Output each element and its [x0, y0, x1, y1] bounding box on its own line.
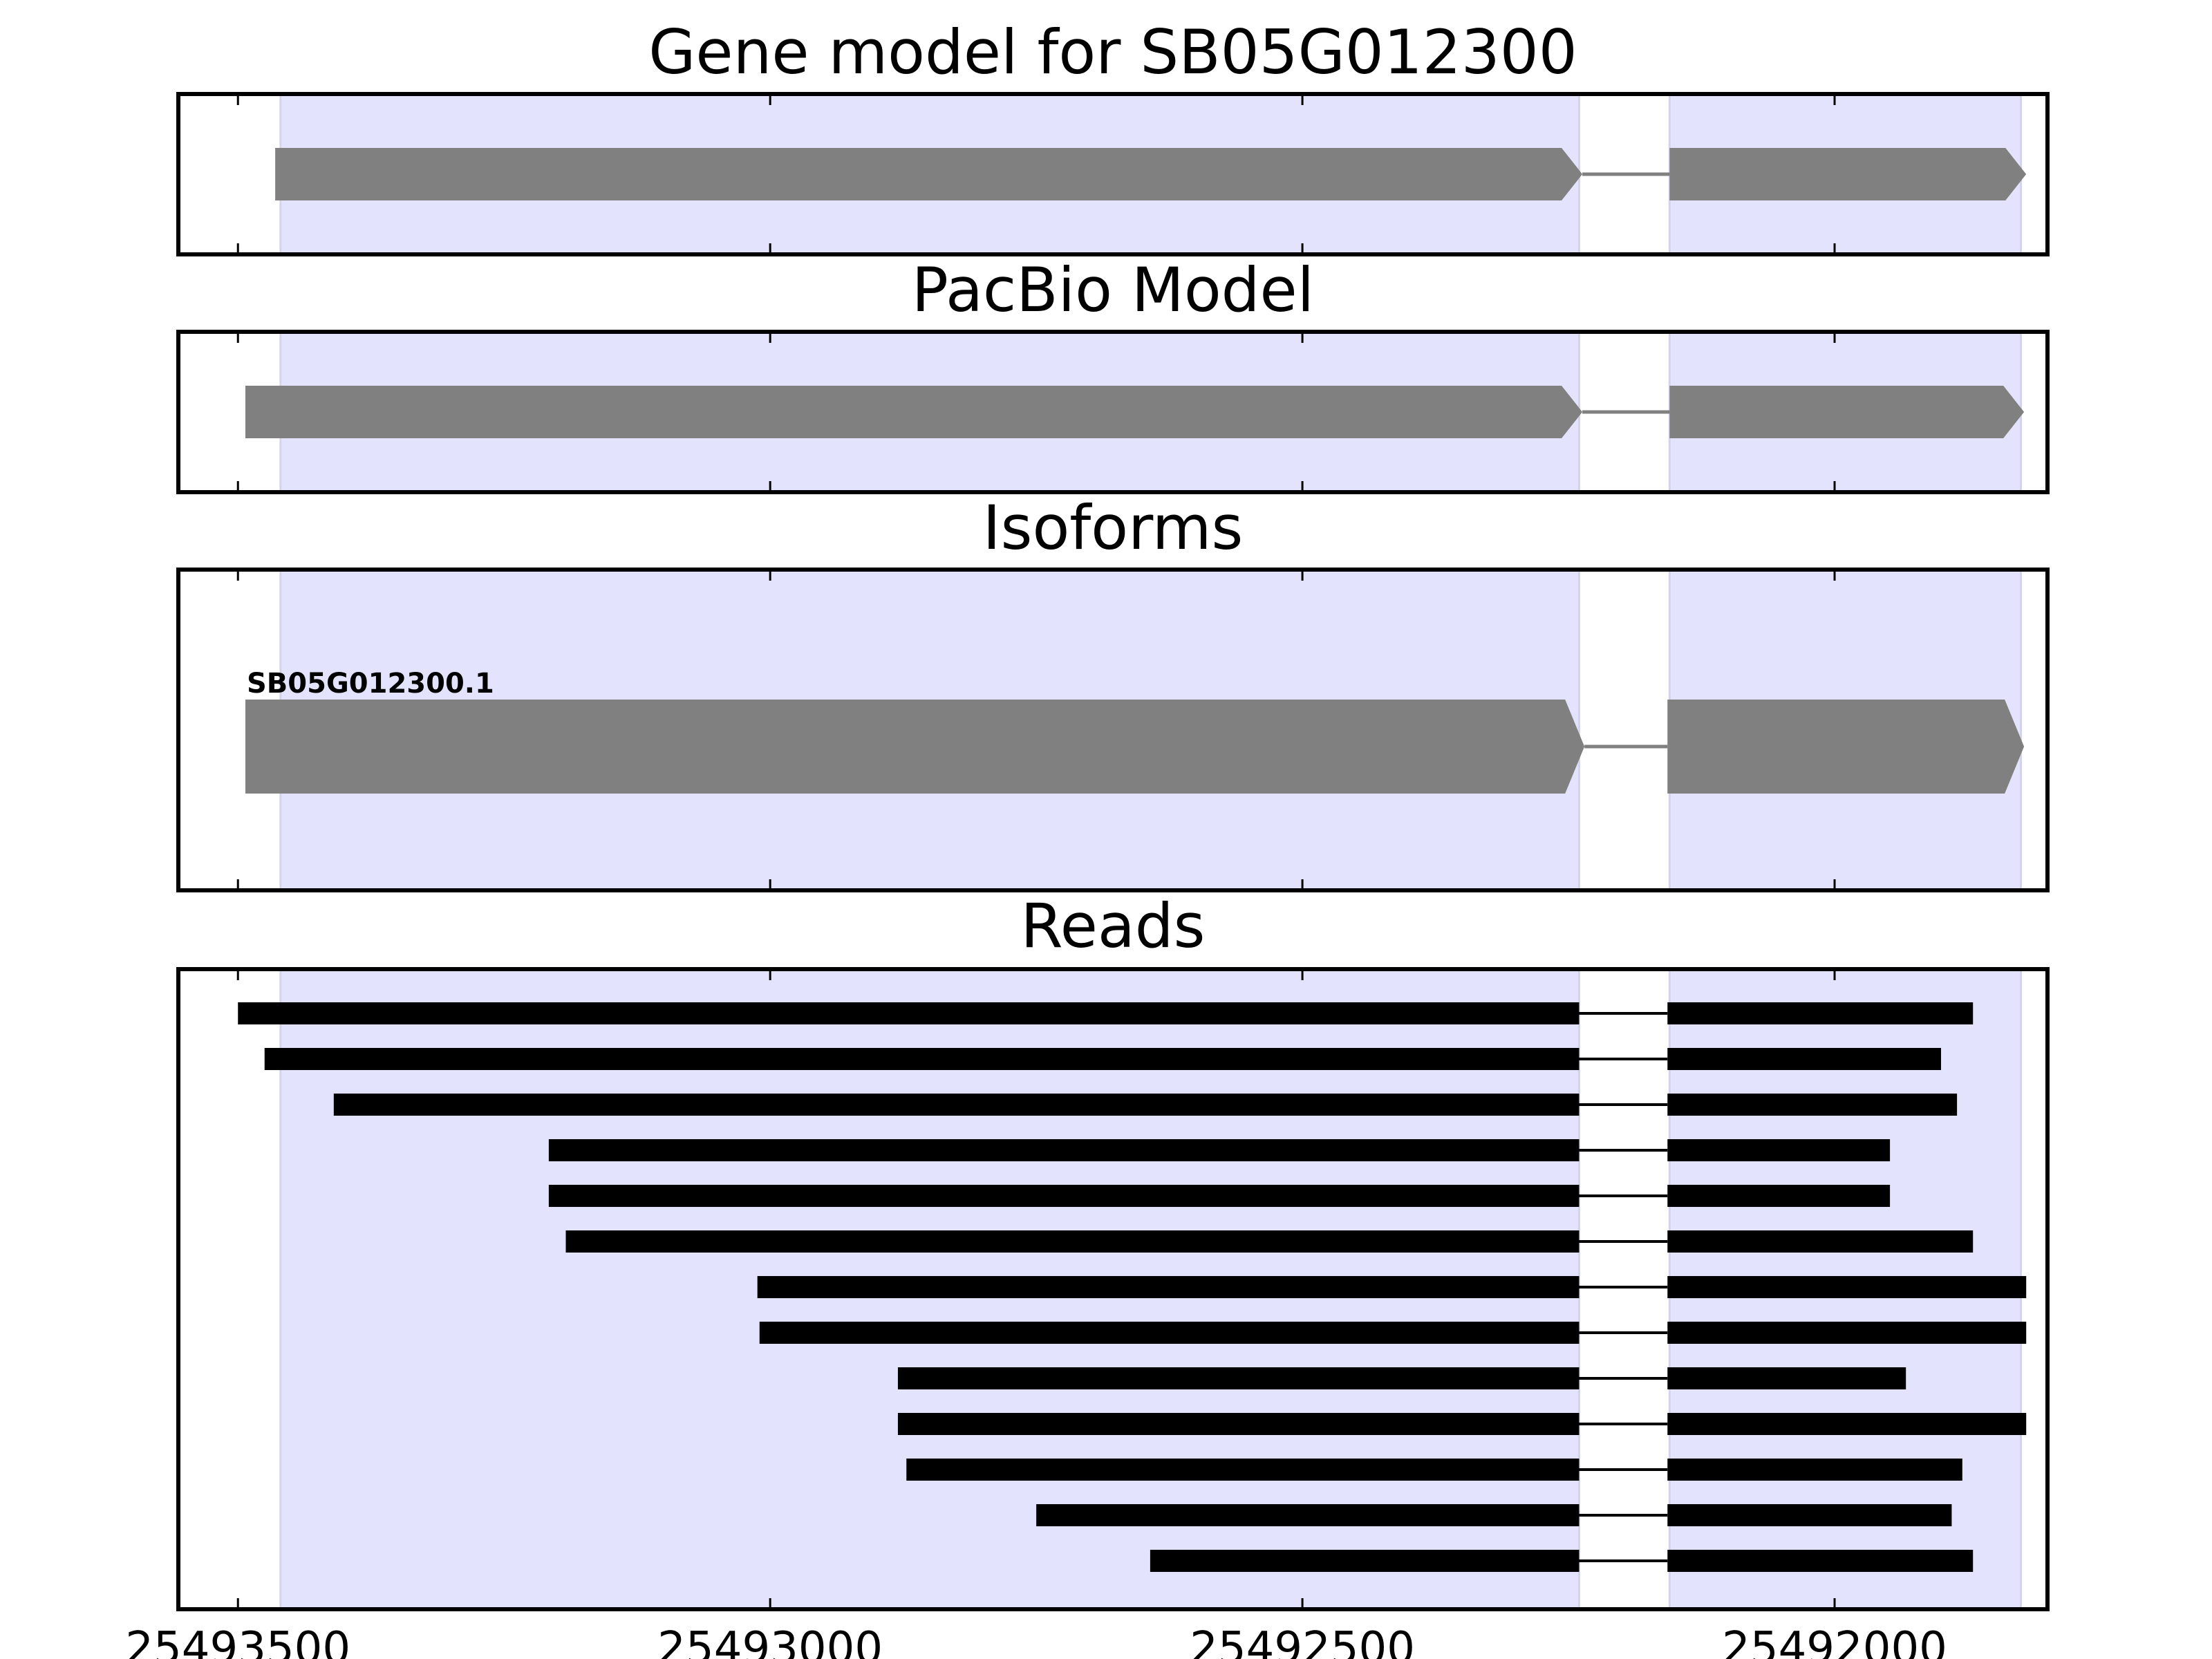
read-exon: [1667, 1048, 1942, 1070]
read-exon: [1667, 1139, 1891, 1161]
read-exon: [1667, 1459, 1962, 1481]
read-exon: [1667, 1230, 1974, 1253]
panel-frame: [176, 92, 2050, 256]
read-exon: [1667, 1094, 1958, 1116]
read-exon: [1667, 1550, 1974, 1572]
read-exon: [238, 1002, 1580, 1024]
read-exon: [897, 1367, 1580, 1389]
panel-frame: [176, 967, 2050, 1611]
read-exon: [1667, 1276, 2027, 1298]
read-exon: [548, 1139, 1580, 1161]
panel-frame: [176, 330, 2050, 494]
isoform-label: SB05G012300.1: [247, 668, 494, 700]
read-exon: [1667, 1413, 2027, 1435]
exon-arrow: [1669, 148, 2027, 200]
exon-arrow: [245, 386, 1583, 438]
read-exon: [333, 1094, 1580, 1116]
read-exon: [1667, 1322, 2027, 1344]
exon-arrow: [1667, 700, 2025, 794]
feature-group: [275, 148, 2027, 200]
read-exon: [264, 1048, 1580, 1070]
panel-title-pacbio-model: PacBio Model: [912, 254, 1314, 326]
x-tick-label: 25492500: [1190, 1623, 1415, 1659]
read-exon: [906, 1459, 1580, 1481]
tick-group: [236, 94, 1836, 254]
panel-title-reads: Reads: [1021, 890, 1206, 962]
x-tick-label: 25492000: [1722, 1623, 1947, 1659]
feature-group: SB05G012300.1: [245, 668, 2025, 794]
read-exon: [1667, 1185, 1891, 1207]
tick-group: [236, 969, 1836, 1609]
x-axis-tick-labels: 25493500 25493000 25492500 25492000: [125, 1623, 1947, 1659]
exon-arrow: [1669, 386, 2025, 438]
panel-pacbio-model: PacBio Model: [176, 254, 2050, 494]
x-tick-label: 25493500: [125, 1623, 350, 1659]
read-exon: [1667, 1504, 1952, 1526]
tick-group: [236, 332, 1836, 492]
read-exon: [757, 1276, 1580, 1298]
panel-isoforms: Isoforms SB05G012300.1: [176, 492, 2050, 892]
read-exon: [1667, 1367, 1906, 1389]
panel-frame: [176, 568, 2050, 892]
panel-reads: Reads: [176, 890, 2050, 1611]
read-exon: [565, 1230, 1580, 1253]
read-exon: [1036, 1504, 1580, 1526]
feature-group: [245, 386, 2025, 438]
feature-group: [238, 1002, 2027, 1572]
panel-gene-model: Gene model for SB05G012300: [176, 17, 2050, 256]
read-exon: [548, 1185, 1580, 1207]
read-exon: [897, 1413, 1580, 1435]
tick-group: [236, 570, 1836, 890]
read-exon: [759, 1322, 1580, 1344]
exon-arrow: [245, 700, 1585, 794]
panel-title-gene-model: Gene model for SB05G012300: [648, 17, 1577, 88]
read-exon: [1150, 1550, 1580, 1572]
panel-title-isoforms: Isoforms: [983, 492, 1244, 563]
read-exon: [1667, 1002, 1974, 1024]
x-tick-label: 25493000: [657, 1623, 883, 1659]
exon-arrow: [275, 148, 1583, 200]
